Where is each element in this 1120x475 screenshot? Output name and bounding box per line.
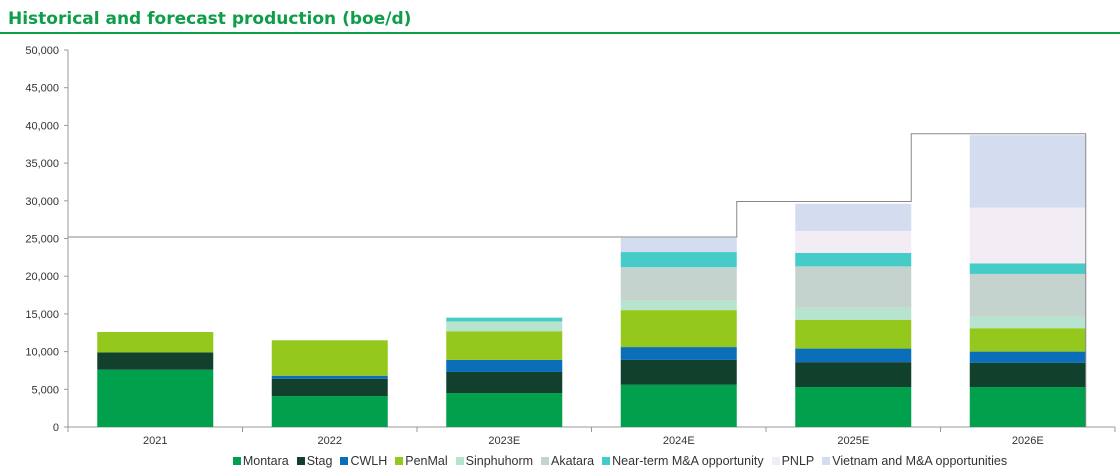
- title-underline: [0, 32, 1120, 34]
- legend-swatch: [395, 457, 404, 465]
- bar-near-term-m-a-opportunity-2026e: [969, 263, 1086, 274]
- legend-item: PNLP: [771, 454, 815, 468]
- bar-penmal-2026e: [969, 328, 1086, 352]
- chart-legend: Montara Stag CWLH PenMal Sinphuhorm Akatara Ne…: [0, 454, 1120, 468]
- legend-item: Stag: [296, 454, 333, 468]
- legend-swatch: [822, 457, 831, 465]
- bar-penmal-2021: [97, 331, 214, 353]
- legend-swatch: [340, 457, 349, 465]
- y-tick-label: 20,000: [25, 271, 59, 283]
- x-tick-label: 2026E: [1012, 435, 1044, 447]
- x-tick-label: 2024E: [663, 435, 695, 447]
- legend-swatch: [296, 457, 305, 465]
- legend-item: Akatara: [541, 454, 594, 468]
- legend-swatch: [771, 457, 780, 465]
- legend-item: CWLH: [340, 454, 387, 468]
- legend-label: PNLP: [781, 454, 815, 468]
- bar-vietnam-and-m-a-opportunities-2025e: [795, 203, 912, 231]
- bar-akatara-2025e: [795, 266, 912, 308]
- legend-label: Sinphuhorm: [465, 454, 534, 468]
- bar-near-term-m-a-opportunity-2024e: [620, 252, 737, 268]
- bar-vietnam-and-m-a-opportunities-2024e: [620, 237, 737, 253]
- y-tick-label: 25,000: [25, 234, 59, 246]
- legend-item: Sinphuhorm: [455, 454, 534, 468]
- bar-montara-2022: [271, 396, 388, 427]
- chart-title: Historical and forecast production (boe/…: [8, 9, 412, 29]
- bar-near-term-m-a-opportunity-2023e: [446, 317, 563, 322]
- x-tick-label: 2023E: [488, 435, 520, 447]
- bar-cwlh-2023e: [446, 359, 563, 372]
- legend-label: PenMal: [405, 454, 448, 468]
- legend-label: CWLH: [350, 454, 388, 468]
- bar-penmal-2022: [271, 340, 388, 376]
- bar-near-term-m-a-opportunity-2025e: [795, 252, 912, 267]
- bar-montara-2024e: [620, 384, 737, 427]
- legend-item: PenMal: [395, 454, 448, 468]
- bar-pnlp-2025e: [795, 230, 912, 253]
- bar-akatara-2026e: [969, 273, 1086, 317]
- bar-montara-2026e: [969, 387, 1086, 427]
- y-tick-label: 10,000: [25, 347, 59, 359]
- bar-cwlh-2026e: [969, 351, 1086, 363]
- bar-stag-2025e: [795, 362, 912, 388]
- legend-swatch: [602, 457, 611, 465]
- y-tick-label: 5,000: [31, 384, 59, 396]
- y-tick-label: 30,000: [25, 196, 59, 208]
- legend-label: Vietnam and M&A opportunities: [832, 454, 1008, 468]
- bar-cwlh-2025e: [795, 348, 912, 363]
- bar-montara-2023e: [446, 393, 563, 427]
- bar-penmal-2024e: [620, 310, 737, 348]
- legend-label: Akatara: [551, 454, 595, 468]
- legend-label: Montara: [242, 454, 289, 468]
- legend-label: Near-term M&A opportunity: [612, 454, 764, 468]
- legend-swatch: [455, 457, 464, 465]
- bar-penmal-2023e: [446, 331, 563, 360]
- legend-item: Near-term M&A opportunity: [602, 454, 764, 468]
- y-tick-label: 15,000: [25, 309, 59, 321]
- legend-swatch: [232, 457, 241, 465]
- y-tick-label: 45,000: [25, 83, 59, 95]
- bar-cwlh-2022: [271, 375, 388, 379]
- bar-cwlh-2024e: [620, 347, 737, 360]
- y-tick-label: 50,000: [25, 45, 59, 57]
- bar-akatara-2024e: [620, 267, 737, 301]
- legend-item: Vietnam and M&A opportunities: [822, 454, 1007, 468]
- bar-montara-2021: [97, 369, 214, 427]
- forecast-outline: [68, 133, 1087, 427]
- bar-sinphuhorm-2024e: [620, 300, 737, 311]
- x-tick-label: 2021: [143, 435, 167, 447]
- legend-swatch: [541, 457, 550, 465]
- y-tick-label: 35,000: [25, 158, 59, 170]
- bar-vietnam-and-m-a-opportunities-2026e: [969, 135, 1086, 208]
- bar-sinphuhorm-2025e: [795, 307, 912, 320]
- bar-sinphuhorm-2023e: [446, 321, 563, 332]
- bar-stag-2021: [97, 352, 214, 370]
- y-tick-label: 40,000: [25, 120, 59, 132]
- x-tick-label: 2022: [318, 435, 342, 447]
- y-tick-label: 0: [53, 422, 59, 434]
- bar-sinphuhorm-2026e: [969, 316, 1086, 329]
- legend-label: Stag: [306, 454, 333, 468]
- bar-montara-2025e: [795, 387, 912, 427]
- bar-stag-2026e: [969, 362, 1086, 388]
- legend-item: Montara: [232, 454, 289, 468]
- bar-penmal-2025e: [795, 319, 912, 349]
- bar-stag-2024e: [620, 359, 737, 385]
- x-tick-label: 2025E: [837, 435, 869, 447]
- bar-stag-2022: [271, 378, 388, 397]
- bar-pnlp-2026e: [969, 207, 1086, 264]
- bar-stag-2023e: [446, 371, 563, 394]
